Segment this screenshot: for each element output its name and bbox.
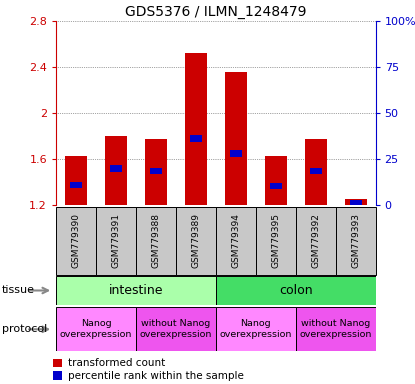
Bar xyxy=(216,207,256,275)
Bar xyxy=(344,199,366,205)
Bar xyxy=(145,139,167,205)
Bar xyxy=(65,156,87,205)
Text: GSM779395: GSM779395 xyxy=(271,213,280,268)
Text: GSM779392: GSM779392 xyxy=(311,213,320,268)
Bar xyxy=(190,136,202,142)
Bar xyxy=(336,207,376,275)
Bar xyxy=(295,207,336,275)
Bar xyxy=(136,207,176,275)
Text: GSM779389: GSM779389 xyxy=(191,213,200,268)
Bar xyxy=(176,207,216,275)
Text: GSM779394: GSM779394 xyxy=(231,213,240,268)
Bar xyxy=(56,207,96,275)
Text: Nanog
overexpression: Nanog overexpression xyxy=(60,319,132,339)
Text: without Nanog
overexpression: without Nanog overexpression xyxy=(300,319,372,339)
Bar xyxy=(96,207,136,275)
Bar xyxy=(310,168,322,174)
Text: without Nanog
overexpression: without Nanog overexpression xyxy=(140,319,212,339)
Text: GSM779388: GSM779388 xyxy=(151,213,160,268)
Bar xyxy=(136,307,216,351)
Bar xyxy=(349,200,361,206)
Text: GSM779393: GSM779393 xyxy=(351,213,360,268)
Legend: transformed count, percentile rank within the sample: transformed count, percentile rank withi… xyxy=(53,359,243,381)
Bar xyxy=(230,151,242,157)
Text: colon: colon xyxy=(279,284,312,297)
Text: Nanog
overexpression: Nanog overexpression xyxy=(220,319,292,339)
Bar xyxy=(56,276,216,305)
Bar xyxy=(295,307,376,351)
Text: protocol: protocol xyxy=(2,324,47,334)
Text: GSM779390: GSM779390 xyxy=(71,213,81,268)
Bar xyxy=(110,166,122,172)
Bar xyxy=(105,136,127,205)
Bar xyxy=(216,307,295,351)
Bar xyxy=(305,139,327,205)
Bar xyxy=(150,168,162,174)
Bar xyxy=(265,156,287,205)
Title: GDS5376 / ILMN_1248479: GDS5376 / ILMN_1248479 xyxy=(125,5,307,19)
Text: GSM779391: GSM779391 xyxy=(112,213,120,268)
Bar xyxy=(56,307,136,351)
Text: tissue: tissue xyxy=(2,285,35,296)
Text: intestine: intestine xyxy=(109,284,163,297)
Bar xyxy=(270,183,282,189)
Bar xyxy=(225,72,247,205)
Bar xyxy=(216,276,376,305)
Bar xyxy=(256,207,295,275)
Bar xyxy=(70,182,82,188)
Bar xyxy=(185,53,207,205)
